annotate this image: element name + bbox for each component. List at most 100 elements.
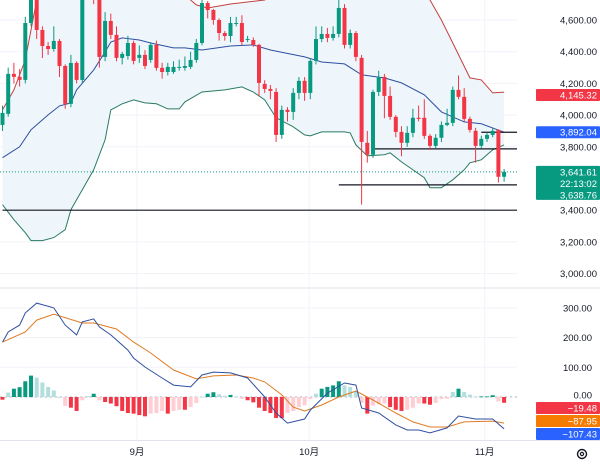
candle-body [450,89,455,123]
candle-body [120,53,125,58]
candle-body [154,44,159,68]
signal-value-label: −87.95 [536,415,600,428]
candle [336,0,341,38]
candle [137,45,142,63]
macd-tick-label: 0.00 [574,391,593,402]
candle-body [0,112,5,125]
histogram-bar [74,397,79,411]
histogram-bar [410,397,415,408]
histogram-bar [439,397,444,400]
candle-body [473,130,478,146]
candle-body [359,57,364,142]
candle [331,26,336,41]
histogram-bar [274,397,279,419]
histogram-bar [11,388,16,397]
gear-icon[interactable] [576,448,588,460]
candle [502,168,507,182]
histogram-bar [416,397,421,404]
histogram-bar [154,397,159,414]
histogram-bar [285,397,290,414]
histogram-bar [205,393,210,397]
histogram-bar [353,391,358,397]
histogram-bar [68,397,73,408]
signal-line [2,313,505,428]
candle-body [251,39,256,45]
histogram-bar [137,397,142,416]
bollinger-band-fill [2,0,505,241]
candle-body [23,23,28,80]
histogram-bar [331,385,336,397]
histogram-bar [456,388,461,397]
candle [342,4,347,49]
candle-body [143,54,147,66]
candle [131,40,136,65]
candle-body [6,73,11,114]
histogram-bar [188,397,193,408]
time-tick-label: 10月 [299,447,319,458]
histogram-bar [393,397,398,410]
candle-body [148,44,153,60]
histogram-bar [467,394,472,397]
candle-body [296,80,301,93]
candle-body [490,130,495,135]
candle [108,13,113,40]
candle-body [302,80,307,93]
price-tick-label: 3,400.00 [560,206,597,217]
histogram-bar [279,397,284,419]
histogram-bar [428,397,432,405]
price-pane[interactable] [0,0,517,242]
candle-body [388,95,393,117]
candle [450,86,455,127]
histogram-value-label: −19.48 [536,402,600,415]
candle-body [314,39,318,61]
histogram-bar [160,397,165,411]
histogram-bar [422,397,427,404]
candle-body [399,131,404,143]
candle [325,27,330,43]
candle-body [160,67,165,72]
histogram-bar [302,397,307,406]
candle-body [393,116,398,132]
histogram-bar [502,397,507,403]
histogram-bar [143,397,147,417]
candle [365,130,370,163]
candle [188,51,193,70]
candle [74,61,79,84]
candle [160,62,165,79]
candle-body [319,33,324,40]
candle [376,70,381,97]
candle-body [63,65,68,104]
candle [308,58,313,100]
candle-body [365,142,370,155]
time-tick-label: 11月 [475,447,494,458]
histogram-bar [57,397,62,398]
histogram-bar [359,397,364,403]
histogram-bar [114,397,119,407]
macd-tick-label: 100.00 [563,363,592,374]
upper-band-label-text: 4,145.32 [560,91,597,102]
candle [490,127,495,138]
histogram-bar [291,397,296,411]
candle [393,115,398,138]
candle [405,126,410,147]
histogram-bar [490,395,495,397]
time-tick-label: 9月 [130,447,145,458]
candle-body [479,138,484,146]
candle [34,0,39,40]
candle [228,16,233,43]
candle [165,62,170,76]
candle [46,42,51,55]
histogram-bar [63,397,68,406]
candle [239,15,244,46]
candle [439,121,444,143]
candle-body [17,76,22,80]
candle [143,50,147,70]
candle [371,89,375,158]
macd-pane[interactable] [0,302,517,434]
histogram-bar [473,396,478,398]
upper-band-label: 4,145.32 [536,89,600,102]
histogram-bar [171,397,176,411]
last-price-label-text: 3,641.61 [560,167,597,178]
candle [314,26,318,65]
